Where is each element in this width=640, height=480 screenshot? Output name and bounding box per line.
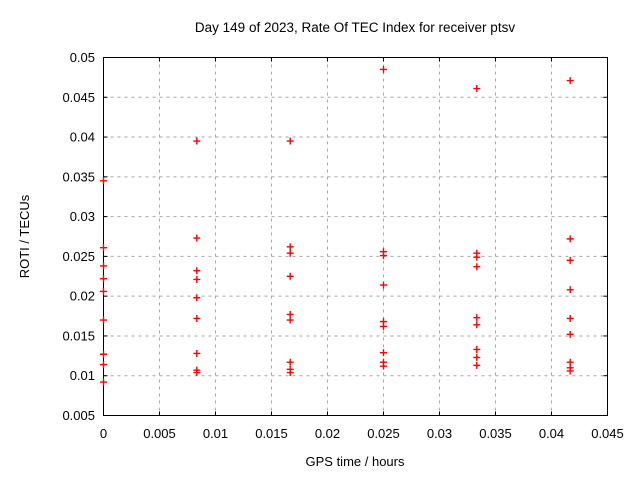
data-point-marker (100, 262, 107, 270)
data-point-marker (100, 244, 107, 252)
data-point-marker (100, 361, 107, 369)
x-tick-label: 0.045 (591, 426, 624, 441)
data-point-marker (473, 253, 481, 261)
data-point-marker (286, 369, 294, 377)
data-point-marker (193, 294, 201, 302)
data-point-marker (566, 367, 574, 375)
data-point-marker (566, 256, 574, 264)
data-point-marker (473, 345, 481, 353)
data-point-marker (473, 353, 481, 361)
x-axis-label: GPS time / hours (306, 454, 405, 469)
plot-generated-content: 0 0.005 0.01 0.015 0.02 0.025 0.03 0.035 0.04 0.0… (62, 50, 623, 441)
y-tick-label: 0.03 (70, 209, 95, 224)
data-point-marker (193, 275, 201, 283)
data-point-marker (193, 314, 201, 322)
y-axis-label: ROTI / TECUs (17, 194, 32, 278)
data-point-marker (566, 314, 574, 322)
data-point-marker (566, 77, 574, 85)
data-point-marker (473, 361, 481, 369)
x-tick-label: 0.025 (367, 426, 400, 441)
data-point-marker (286, 137, 294, 145)
data-point-marker (286, 316, 294, 324)
data-point-marker (286, 243, 294, 251)
data-point-marker (380, 281, 387, 289)
x-tick-label: 0.04 (539, 426, 564, 441)
y-tick-label: 0.05 (70, 50, 95, 65)
y-tick-label: 0.005 (62, 408, 95, 423)
y-tick-label: 0.02 (70, 289, 95, 304)
x-tick-label: 0.015 (255, 426, 288, 441)
y-tick-label: 0.035 (62, 169, 95, 184)
data-point-marker (380, 362, 387, 370)
data-point-marker (566, 330, 574, 338)
data-point-marker (473, 85, 481, 93)
x-tick-label: 0.035 (479, 426, 512, 441)
x-tick-label: 0.03 (427, 426, 452, 441)
data-point-marker (380, 322, 387, 330)
data-point-marker (100, 177, 107, 185)
data-point-marker (286, 358, 294, 366)
data-point-marker (100, 287, 107, 295)
x-tick-label: 0.02 (315, 426, 340, 441)
y-tick-label: 0.015 (62, 328, 95, 343)
y-tick-label: 0.045 (62, 90, 95, 105)
data-point-marker (473, 321, 481, 329)
data-point-marker (100, 275, 107, 283)
data-point-marker (286, 249, 294, 257)
data-point-marker (193, 349, 201, 357)
data-point-marker (193, 369, 201, 377)
plot-border (103, 57, 608, 416)
data-point-marker (100, 316, 107, 324)
data-point-marker (380, 252, 387, 260)
data-point-marker (193, 267, 201, 275)
data-point-marker (380, 349, 387, 357)
data-point-marker (193, 234, 201, 242)
x-tick-label: 0 (100, 426, 107, 441)
y-tick-label: 0.01 (70, 368, 95, 383)
data-point-marker (193, 137, 201, 145)
data-point-marker (473, 314, 481, 322)
chart-title: Day 149 of 2023, Rate Of TEC Index for r… (195, 20, 515, 35)
y-tick-label: 0.04 (70, 130, 95, 145)
data-point-marker (100, 350, 107, 358)
data-point-marker (566, 286, 574, 294)
data-point-marker (100, 378, 107, 386)
y-tick-label: 0.025 (62, 249, 95, 264)
data-point-marker (286, 272, 294, 280)
x-tick-label: 0.01 (203, 426, 228, 441)
data-point-marker (380, 65, 387, 73)
data-point-marker (473, 263, 481, 271)
data-point-marker (566, 235, 574, 243)
x-tick-label: 0.005 (143, 426, 176, 441)
